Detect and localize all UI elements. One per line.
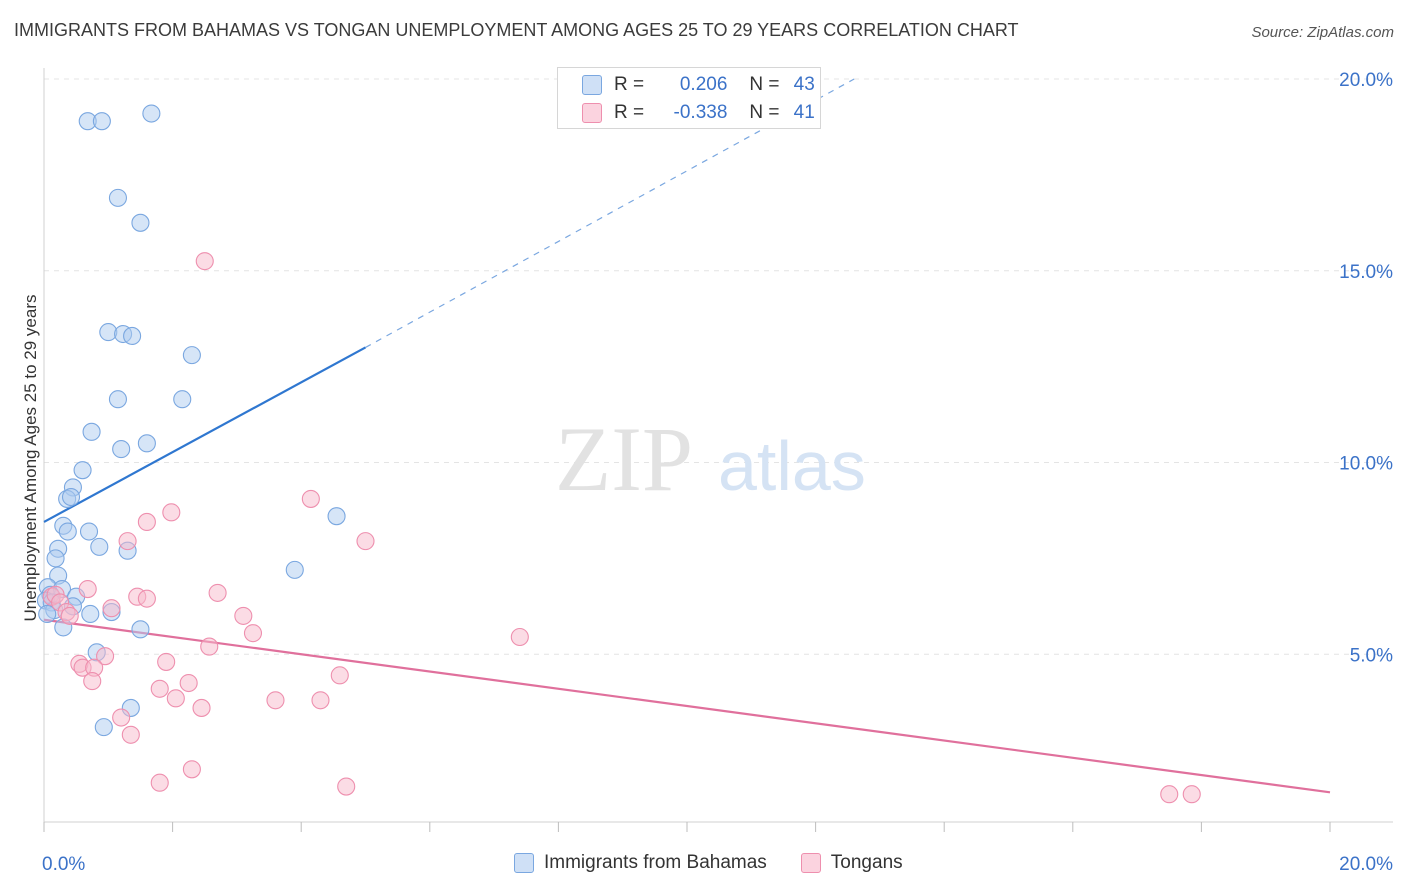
point-bahamas [123, 326, 142, 345]
stats-row-bahamas: R = 0.206 N = 43 [582, 71, 815, 99]
point-tongans [96, 647, 115, 666]
watermark-atlas: atlas [718, 427, 866, 505]
point-bahamas [92, 112, 111, 131]
point-bahamas [137, 434, 156, 453]
n-label: N = [749, 102, 780, 123]
point-bahamas [90, 537, 109, 556]
point-tongans [356, 532, 375, 551]
y-axis-label: Unemployment Among Ages 25 to 29 years [21, 295, 40, 622]
y-tick-label: 10.0% [1339, 454, 1393, 475]
point-tongans [243, 624, 263, 643]
stats-swatch-tongans [582, 103, 602, 123]
legend-swatch-tongans [800, 853, 821, 873]
source-label: Source: ZipAtlas.com [1251, 24, 1394, 41]
series-legend: Immigrants from Bahamas Tongans [514, 852, 937, 874]
trend-lines [43, 78, 1331, 794]
point-bahamas [73, 461, 92, 480]
point-tongans [330, 666, 349, 685]
point-tongans [266, 691, 285, 710]
point-tongans [510, 627, 529, 647]
point-tongans [182, 760, 201, 779]
point-bahamas [46, 549, 65, 568]
legend-item-bahamas: Immigrants from Bahamas [514, 852, 767, 874]
point-tongans [102, 599, 121, 618]
n-label: N = [749, 74, 780, 95]
point-tongans [118, 532, 137, 551]
stats-row-tongans: R = -0.338 N = 41 [582, 99, 815, 127]
r-value-bahamas: 0.206 [679, 74, 728, 95]
legend-label-bahamas: Immigrants from Bahamas [544, 852, 767, 873]
point-tongans [192, 698, 211, 717]
point-bahamas [131, 620, 150, 639]
point-tongans [157, 652, 176, 671]
trend-line-tongans [43, 618, 1331, 794]
y-tick-label: 15.0% [1339, 262, 1393, 283]
stats-legend: R = 0.206 N = 43 R = -0.338 N = 41 [557, 67, 821, 129]
r-label: R = [614, 102, 645, 123]
n-value-tongans: 41 [793, 102, 815, 123]
point-tongans [1182, 785, 1201, 804]
point-tongans [337, 777, 356, 796]
point-tongans [179, 673, 198, 693]
x-tick-label: 20.0% [1339, 854, 1393, 875]
point-tongans [311, 691, 330, 710]
point-tongans [200, 637, 219, 656]
y-tick-label: 20.0% [1339, 70, 1393, 91]
legend-swatch-bahamas [514, 853, 534, 873]
tick-labels: 5.0% 10.0% 15.0% 20.0% 0.0% 20.0% [42, 70, 1393, 875]
n-value-bahamas: 43 [793, 74, 815, 95]
points [36, 104, 1201, 804]
r-value-tongans: -0.338 [673, 102, 728, 123]
watermark-zip: ZIP [555, 408, 693, 510]
point-tongans [150, 773, 169, 792]
point-bahamas [112, 440, 131, 459]
r-label: R = [614, 74, 645, 95]
trend-line-bahamas-extension [365, 78, 855, 348]
x-tick-label: 0.0% [42, 854, 85, 875]
point-bahamas [82, 422, 101, 441]
point-bahamas [173, 390, 192, 409]
point-bahamas [108, 390, 127, 409]
axes [43, 68, 1393, 832]
point-tongans [208, 583, 227, 602]
stats-swatch-bahamas [582, 75, 602, 95]
point-tongans [60, 606, 79, 625]
point-bahamas [61, 487, 81, 507]
point-bahamas [79, 522, 99, 541]
point-bahamas [58, 522, 77, 541]
point-tongans [234, 606, 253, 625]
point-tongans [137, 512, 156, 531]
point-tongans [166, 689, 185, 708]
legend-item-tongans: Tongans [800, 852, 903, 874]
point-bahamas [131, 213, 150, 232]
point-tongans [112, 708, 131, 727]
point-tongans [78, 580, 97, 599]
point-bahamas [81, 604, 100, 624]
point-bahamas [94, 718, 113, 737]
point-bahamas [142, 104, 161, 123]
point-tongans [137, 589, 156, 608]
chart-title: IMMIGRANTS FROM BAHAMAS VS TONGAN UNEMPL… [14, 20, 1019, 40]
point-tongans [83, 672, 102, 691]
point-bahamas [285, 560, 304, 579]
point-bahamas [182, 346, 201, 365]
point-tongans [195, 252, 214, 271]
point-tongans [121, 725, 140, 744]
watermark: ZIP atlas [555, 408, 866, 510]
y-tick-label: 5.0% [1350, 645, 1393, 666]
point-bahamas [108, 188, 127, 207]
point-tongans [150, 679, 169, 698]
trend-line-bahamas [43, 346, 367, 523]
point-tongans [301, 489, 320, 508]
point-tongans [1160, 785, 1179, 804]
point-bahamas [327, 507, 346, 526]
point-bahamas [38, 604, 57, 624]
legend-label-tongans: Tongans [830, 852, 903, 873]
point-tongans [162, 503, 181, 522]
grid-lines [44, 78, 1393, 655]
